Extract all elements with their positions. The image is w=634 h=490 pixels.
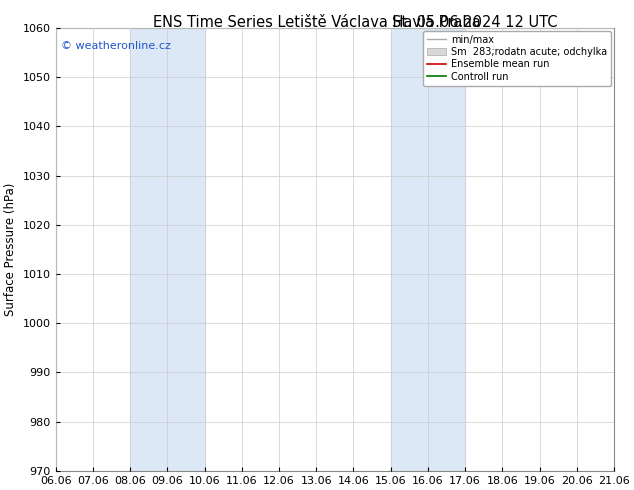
- Y-axis label: Surface Pressure (hPa): Surface Pressure (hPa): [4, 183, 17, 316]
- Text: St. 05.06.2024 12 UTC: St. 05.06.2024 12 UTC: [392, 15, 558, 30]
- Legend: min/max, Sm  283;rodatn acute; odchylka, Ensemble mean run, Controll run: min/max, Sm 283;rodatn acute; odchylka, …: [423, 31, 611, 86]
- Bar: [130, 28, 205, 471]
- Text: © weatheronline.cz: © weatheronline.cz: [61, 41, 171, 51]
- Bar: [391, 28, 465, 471]
- Text: ENS Time Series Letiště Václava Havla Praha: ENS Time Series Letiště Václava Havla Pr…: [153, 15, 481, 30]
